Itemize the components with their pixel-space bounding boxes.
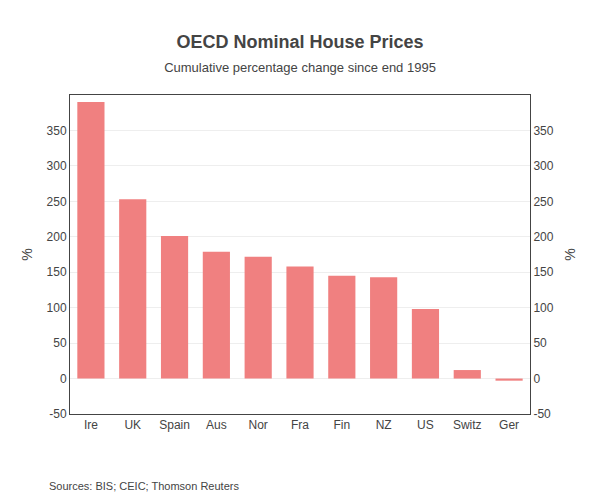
svg-text:Nor: Nor bbox=[249, 418, 268, 432]
svg-text:250: 250 bbox=[533, 195, 553, 209]
svg-text:-50: -50 bbox=[49, 407, 67, 421]
svg-text:200: 200 bbox=[47, 230, 67, 244]
svg-text:Switz: Switz bbox=[453, 418, 482, 432]
svg-text:0: 0 bbox=[60, 372, 67, 386]
svg-text:350: 350 bbox=[533, 124, 553, 138]
svg-text:US: US bbox=[417, 418, 434, 432]
svg-text:50: 50 bbox=[53, 336, 67, 350]
svg-text:150: 150 bbox=[47, 265, 67, 279]
svg-text:0: 0 bbox=[533, 372, 540, 386]
svg-text:Sources: BIS; CEIC; Thomson Re: Sources: BIS; CEIC; Thomson Reuters bbox=[49, 480, 239, 492]
svg-text:250: 250 bbox=[47, 195, 67, 209]
svg-text:NZ: NZ bbox=[376, 418, 392, 432]
svg-text:150: 150 bbox=[533, 265, 553, 279]
svg-text:Fin: Fin bbox=[333, 418, 350, 432]
svg-text:Ger: Ger bbox=[499, 418, 519, 432]
svg-text:200: 200 bbox=[533, 230, 553, 244]
svg-text:Fra: Fra bbox=[291, 418, 309, 432]
svg-text:-50: -50 bbox=[533, 407, 551, 421]
svg-text:100: 100 bbox=[47, 301, 67, 315]
svg-text:300: 300 bbox=[533, 159, 553, 173]
svg-text:100: 100 bbox=[533, 301, 553, 315]
svg-text:OECD Nominal House Prices: OECD Nominal House Prices bbox=[176, 32, 423, 52]
svg-text:UK: UK bbox=[124, 418, 141, 432]
svg-text:Aus: Aus bbox=[206, 418, 227, 432]
svg-text:%: % bbox=[19, 248, 35, 260]
svg-text:Ire: Ire bbox=[84, 418, 98, 432]
svg-text:300: 300 bbox=[47, 159, 67, 173]
svg-text:Cumulative percentage change s: Cumulative percentage change since end 1… bbox=[164, 60, 436, 75]
svg-text:%: % bbox=[562, 248, 578, 260]
svg-text:50: 50 bbox=[533, 336, 547, 350]
svg-text:Spain: Spain bbox=[159, 418, 190, 432]
svg-text:350: 350 bbox=[47, 124, 67, 138]
